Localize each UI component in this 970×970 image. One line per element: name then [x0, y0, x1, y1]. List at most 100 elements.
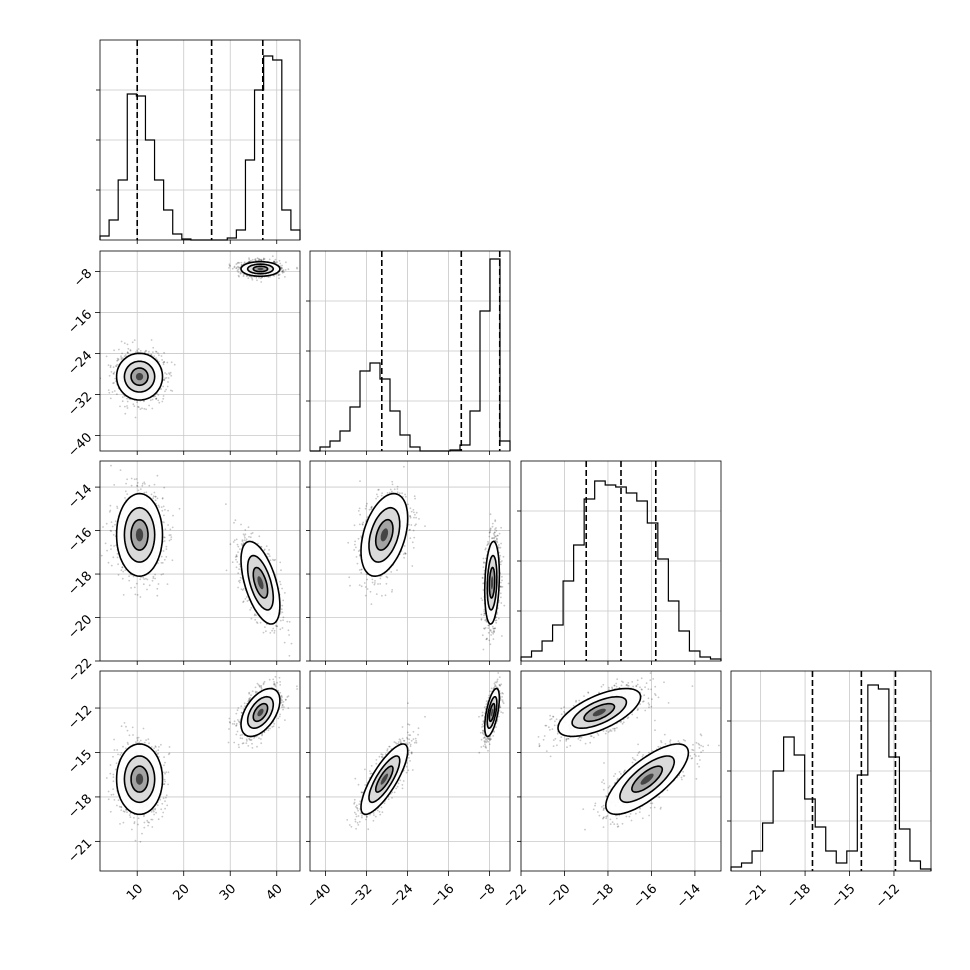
- scatter-point: [153, 483, 156, 486]
- scatter-point: [139, 578, 142, 581]
- scatter-point: [121, 577, 124, 580]
- scatter-point: [109, 529, 112, 532]
- scatter-point: [498, 532, 501, 535]
- scatter-point: [409, 528, 411, 531]
- scatter-point: [236, 265, 239, 268]
- scatter-point: [178, 507, 181, 510]
- scatter-point: [162, 385, 165, 388]
- scatter-point: [243, 539, 246, 542]
- scatter-point: [168, 534, 171, 537]
- scatter-point: [109, 504, 112, 507]
- scatter-point: [409, 537, 412, 539]
- scatter-point: [236, 561, 239, 563]
- scatter-point: [110, 564, 113, 567]
- scatter-point: [120, 356, 123, 359]
- scatter-point: [170, 538, 173, 541]
- scatter-point: [135, 351, 137, 353]
- scatter-point: [139, 408, 142, 410]
- scatter-point: [242, 588, 245, 590]
- scatter-point: [116, 505, 118, 508]
- scatter-point: [269, 275, 271, 278]
- scatter-point: [136, 482, 139, 484]
- scatter-point: [117, 358, 120, 361]
- scatter-point: [378, 488, 380, 491]
- scatter-point: [396, 488, 399, 490]
- scatter-point: [150, 353, 153, 356]
- scatter-point: [114, 520, 117, 523]
- scatter-point: [110, 548, 112, 550]
- scatter-point: [163, 379, 165, 381]
- scatter-point: [260, 277, 262, 280]
- scatter-point: [401, 492, 403, 495]
- scatter-point: [120, 569, 123, 572]
- scatter-point: [124, 569, 127, 571]
- histogram-panel-3: [727, 670, 932, 872]
- scatter-point: [170, 374, 173, 377]
- scatter-point: [122, 570, 125, 573]
- scatter-point: [242, 601, 245, 603]
- scatter-point: [281, 587, 283, 590]
- scatter-point: [113, 545, 115, 547]
- scatter-point: [234, 556, 237, 558]
- scatter-point: [370, 506, 373, 509]
- scatter-point: [163, 361, 166, 363]
- scatter-point: [245, 540, 247, 542]
- scatter-point: [371, 578, 374, 581]
- scatter-point: [410, 510, 413, 513]
- scatter-point: [136, 484, 139, 487]
- scatter-point: [288, 634, 290, 636]
- scatter-point: [109, 509, 112, 512]
- scatter-point: [241, 540, 244, 543]
- scatter-point: [413, 516, 415, 519]
- scatter-point: [162, 505, 165, 508]
- scatter-point: [283, 641, 286, 644]
- scatter-point: [369, 590, 372, 593]
- scatter-point: [166, 583, 169, 585]
- panel-background: [100, 251, 300, 451]
- scatter-point: [139, 596, 142, 598]
- scatter-point: [379, 577, 382, 580]
- scatter-point: [413, 536, 416, 539]
- scatter-point: [414, 497, 416, 500]
- scatter-point: [404, 552, 407, 555]
- scatter-point: [349, 584, 351, 587]
- scatter-point: [236, 269, 239, 272]
- scatter-point: [274, 558, 277, 561]
- scatter-point: [126, 405, 128, 407]
- scatter-point: [107, 561, 110, 564]
- scatter-point: [148, 350, 150, 353]
- scatter-point: [124, 412, 127, 415]
- scatter-point: [238, 266, 241, 269]
- scatter-point: [271, 255, 274, 258]
- scatter-point: [408, 529, 411, 531]
- scatter-point: [254, 618, 257, 621]
- scatter-point: [145, 408, 148, 411]
- scatter-point: [156, 587, 159, 590]
- scatter-point: [265, 545, 268, 547]
- scatter-point: [157, 504, 160, 507]
- scatter-point: [120, 355, 122, 357]
- scatter-point: [373, 583, 376, 586]
- scatter-point: [106, 549, 108, 552]
- scatter-point: [116, 552, 119, 555]
- scatter-point: [126, 351, 129, 354]
- scatter-point: [133, 339, 136, 341]
- scatter-point: [274, 261, 277, 264]
- scatter-point: [281, 627, 284, 629]
- scatter-point: [268, 555, 271, 557]
- scatter-point: [240, 523, 242, 526]
- scatter-point: [255, 614, 257, 617]
- scatter-point: [171, 559, 174, 562]
- scatter-point: [480, 597, 483, 600]
- scatter-point: [250, 259, 252, 262]
- scatter-point: [146, 588, 148, 591]
- scatter-point: [496, 540, 498, 543]
- scatter-point: [134, 593, 137, 596]
- scatter-point: [496, 541, 499, 544]
- scatter-point: [155, 397, 158, 400]
- scatter-point: [126, 343, 129, 346]
- scatter-point: [133, 586, 136, 589]
- scatter-point: [141, 484, 144, 487]
- scatter-point: [263, 549, 266, 552]
- scatter-point: [173, 363, 176, 366]
